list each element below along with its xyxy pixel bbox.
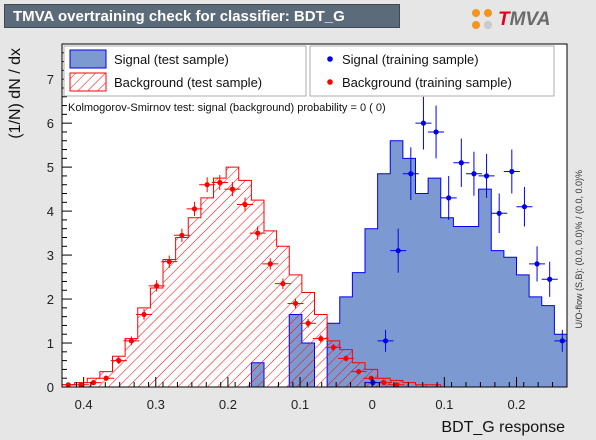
signal-training-point <box>408 171 414 177</box>
legend-training-box <box>309 45 555 97</box>
y-axis-title: (1/N) dN / dx <box>7 48 24 139</box>
legend-background-test-label: Background (test sample) <box>114 75 262 90</box>
background-training-point <box>191 206 198 212</box>
chart-title: TMVA overtraining check for classifier: … <box>13 8 345 25</box>
background-training-point <box>128 338 135 344</box>
tmva-logo-text: TMVA <box>498 9 550 31</box>
ks-test-annotation: Kolmogorov-Smirnov test: signal (backgro… <box>68 102 386 114</box>
background-training-point <box>154 283 160 289</box>
signal-training-point <box>420 120 427 126</box>
y-tick-label: 1 <box>47 336 54 351</box>
legend-signal-test-swatch <box>69 49 107 69</box>
y-tick-label: 4 <box>47 204 54 219</box>
y-tick-label: 5 <box>47 160 54 175</box>
background-training-point <box>90 380 97 386</box>
legend-background-test-swatch <box>69 72 107 92</box>
tmva-logo: TMVA <box>470 6 592 34</box>
background-training-point <box>330 344 337 351</box>
signal-training-point <box>370 380 376 386</box>
signal-training-point <box>559 338 565 344</box>
background-training-point <box>229 186 236 192</box>
logo-letters-mva: MVA <box>509 9 551 30</box>
signal-training-point <box>547 276 553 282</box>
background-training-point <box>78 382 84 387</box>
y-tick-label: 0 <box>47 380 54 395</box>
signal-training-markers <box>364 96 567 386</box>
background-training-point <box>255 230 261 236</box>
background-training-point <box>179 232 185 238</box>
background-training-point <box>381 380 387 386</box>
background-training-point <box>292 300 299 307</box>
signal-training-point <box>534 261 540 267</box>
x-tick-label: 0.1 <box>291 397 309 412</box>
background-training-markers <box>62 175 405 387</box>
signal-training-point <box>521 204 528 210</box>
background-training-point <box>267 261 273 267</box>
y-tick-label: 2 <box>47 292 54 307</box>
signal-training-point <box>509 168 515 175</box>
background-training-point <box>204 182 210 188</box>
signal-training-point <box>458 160 464 166</box>
axes: 0 1 2 3 4 5 6 7 0.4 0.3 0.2 0.1 0 0.1 0.2 <box>47 52 554 412</box>
x-axis-title: BDT_G response <box>441 419 565 436</box>
background-training-point <box>343 355 349 362</box>
legend-signal-training-marker <box>327 56 333 62</box>
background-training-point <box>356 369 362 375</box>
legend-background-training-label: Background (training sample) <box>342 75 512 90</box>
plot-content <box>62 96 567 387</box>
x-tick-label: 0.1 <box>435 397 453 412</box>
background-training-point <box>318 336 324 342</box>
signal-training-point <box>471 171 477 177</box>
x-tick-label: 0.2 <box>219 397 237 412</box>
y-tick-label: 7 <box>47 72 54 87</box>
background-training-point <box>65 382 71 387</box>
tmva-logo-icon <box>472 9 492 29</box>
overflow-note: U/O-flow (S,B): (0.0, 0.0)% / (0.0, 0.0)… <box>574 170 584 329</box>
y-tick-label: 3 <box>47 248 54 263</box>
background-training-point <box>217 179 223 186</box>
signal-training-point <box>446 195 452 201</box>
background-training-point <box>103 375 109 381</box>
logo-letter-t: T <box>498 9 510 30</box>
signal-training-point <box>382 338 389 344</box>
signal-test-histogram <box>62 140 567 387</box>
background-training-point <box>305 320 311 326</box>
x-tick-label: 0.3 <box>147 397 165 412</box>
background-training-point <box>242 201 248 208</box>
x-tick-label: 0 <box>369 397 376 412</box>
background-test-histogram <box>62 166 567 387</box>
signal-training-point <box>395 248 401 254</box>
title-bar: TMVA overtraining check for classifier: … <box>4 4 400 28</box>
background-training-point <box>393 382 400 387</box>
x-tick-label: 0.4 <box>75 397 93 412</box>
legend-training: Signal (training sample) Background (tra… <box>309 45 555 97</box>
legend-signal-test-label: Signal (test sample) <box>114 52 229 67</box>
signal-training-point <box>496 210 502 216</box>
background-training-point <box>141 311 147 318</box>
legend-background-training-marker <box>327 79 333 85</box>
x-tick-label: 0.2 <box>507 397 525 412</box>
legend-test: Signal (test sample) Background (test sa… <box>63 45 307 97</box>
legend-signal-training-label: Signal (training sample) <box>342 52 479 67</box>
background-training-point <box>166 259 172 265</box>
background-training-point <box>280 281 286 287</box>
y-tick-label: 6 <box>47 116 54 131</box>
signal-training-point <box>433 129 439 135</box>
background-training-point <box>116 358 122 364</box>
signal-training-point <box>483 173 490 179</box>
plot-frame <box>61 43 568 388</box>
